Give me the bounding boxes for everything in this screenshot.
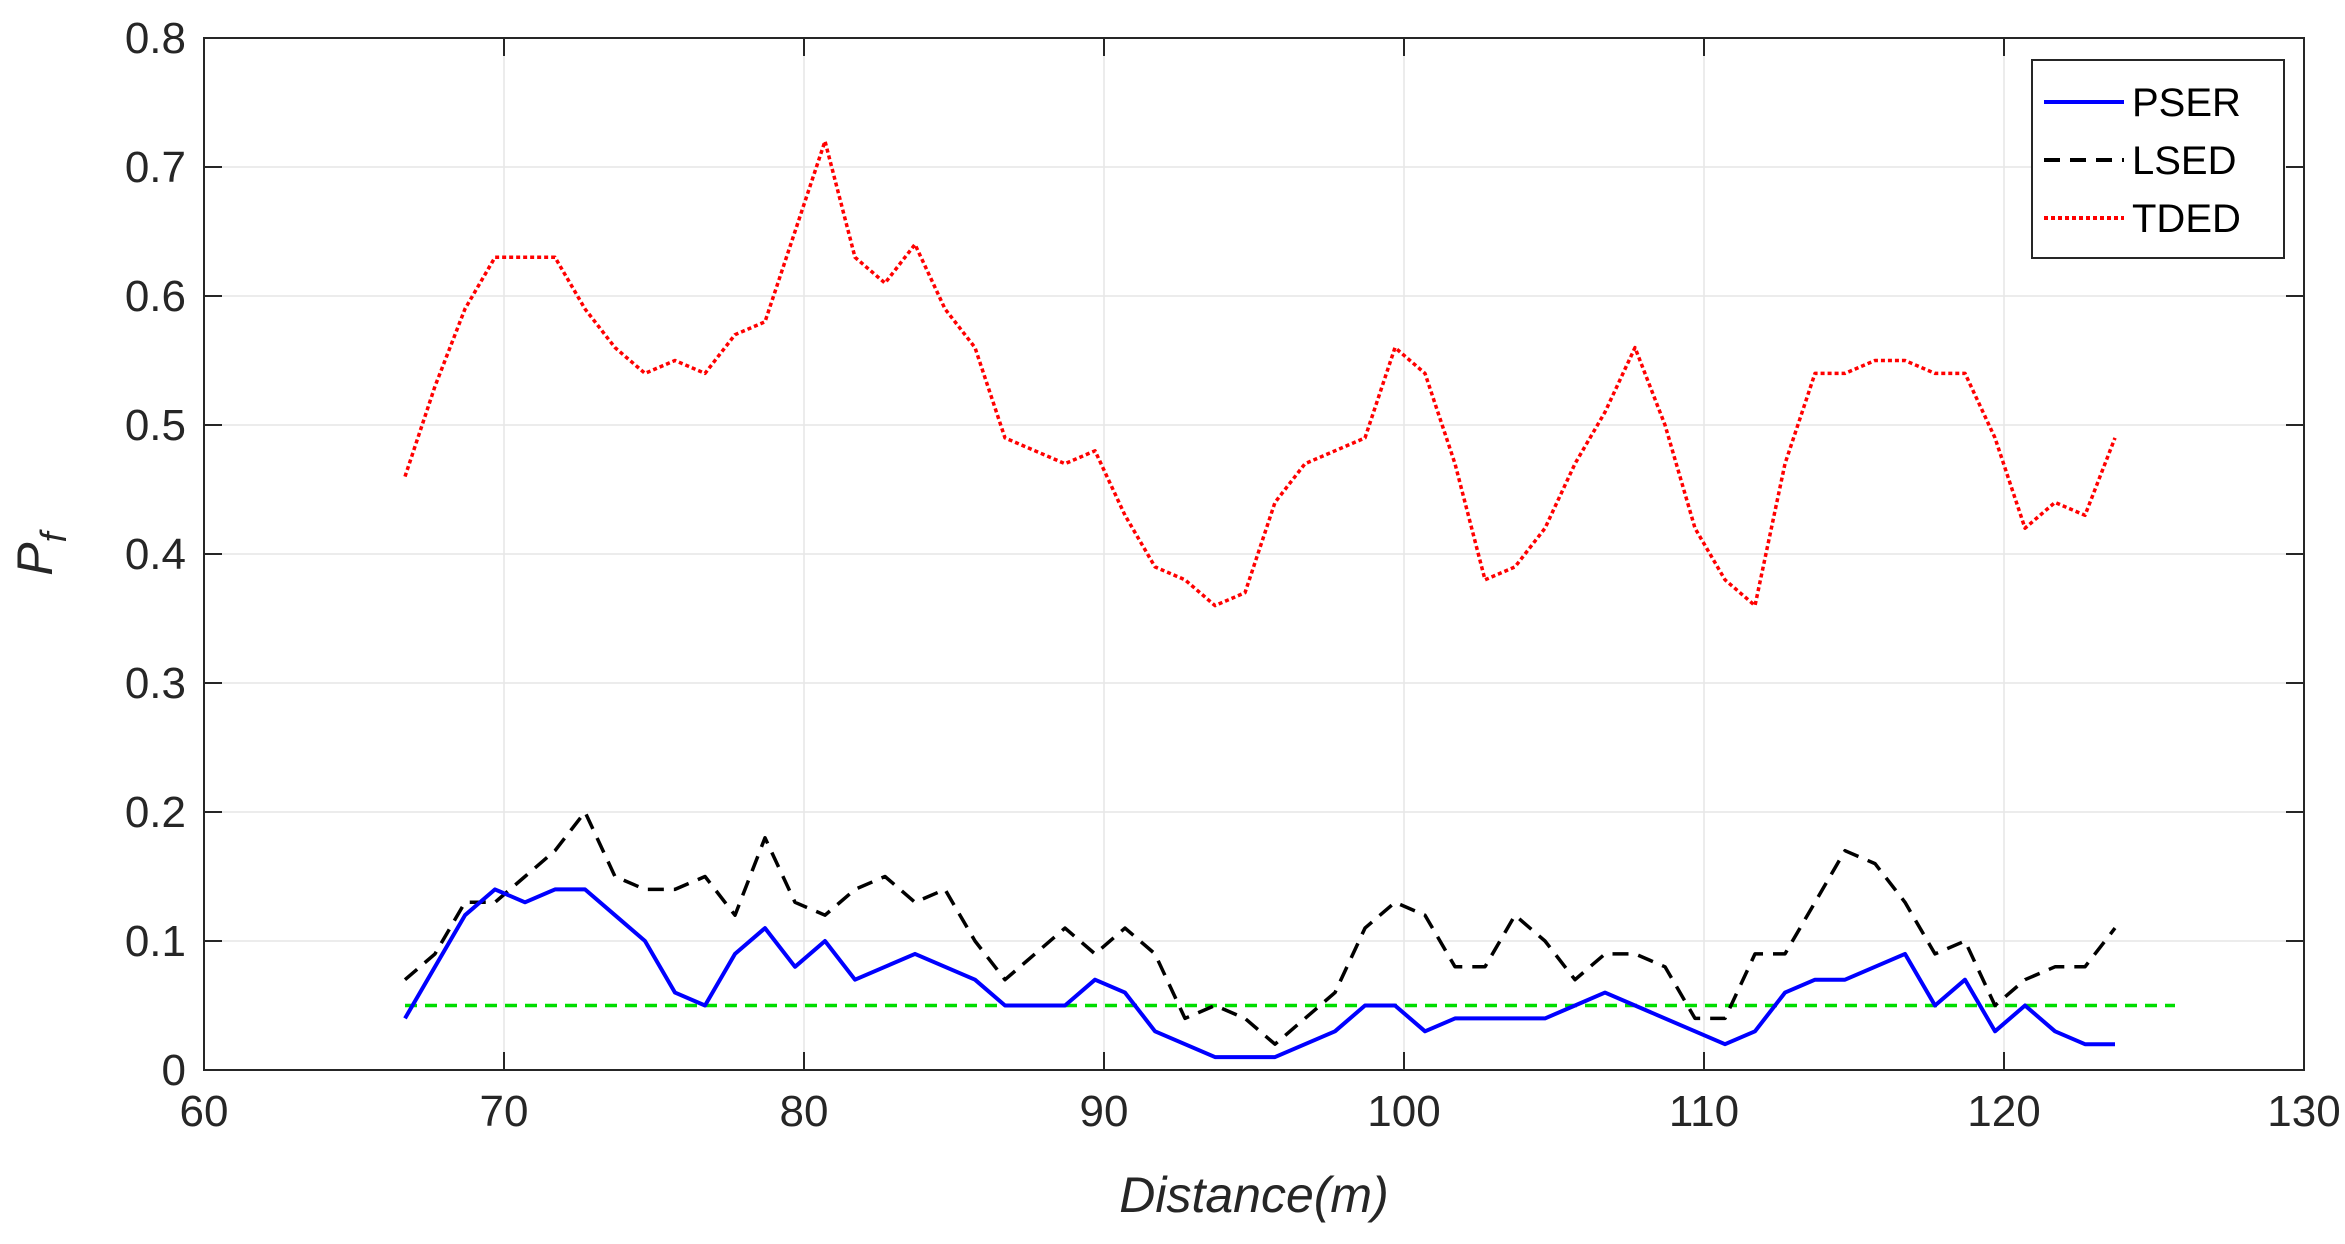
x-tick-label: 90 [1080,1087,1129,1136]
y-tick-label: 0.3 [125,659,186,708]
y-axis-title-subscript: f [33,528,74,542]
x-tick-label: 100 [1367,1087,1440,1136]
legend-label-lsed: LSED [2132,139,2237,183]
y-tick-label: 0.6 [125,272,186,321]
series-layer [403,139,2175,1060]
series-line-tded [403,139,2117,608]
y-axis-title-main: P [7,542,63,576]
x-tick-label: 130 [2267,1087,2340,1136]
legend: PSER LSED TDED [2031,59,2285,259]
y-tick-label: 0.2 [125,788,186,837]
y-tick-label: 0.7 [125,143,186,192]
x-tick-label: 120 [1967,1087,2040,1136]
axes: 60 70 80 90 100 110 120 130 0 0.1 0.2 0.3 0.4 0.5 0.6 0… [125,14,2341,1136]
x-tick-label: 110 [1669,1087,1739,1136]
y-axis-title: Pf [7,528,74,575]
series-line-pser [403,887,2115,1060]
x-tick-label: 70 [480,1087,529,1136]
x-axis-title: Distance(m) [1119,1167,1388,1223]
y-tick-label: 0 [162,1046,186,1095]
grid [204,38,2304,1070]
legend-label-pser: PSER [2132,81,2241,125]
x-tick-label: 80 [780,1087,829,1136]
x-tick-label: 60 [180,1087,229,1136]
y-tick-label: 0.5 [125,401,186,450]
y-tick-label: 0.4 [125,530,186,579]
y-tick-label: 0.1 [125,917,186,966]
legend-label-tded: TDED [2132,197,2241,241]
y-tick-label: 0.8 [125,14,186,63]
svg-text:Pf: Pf [7,528,74,575]
